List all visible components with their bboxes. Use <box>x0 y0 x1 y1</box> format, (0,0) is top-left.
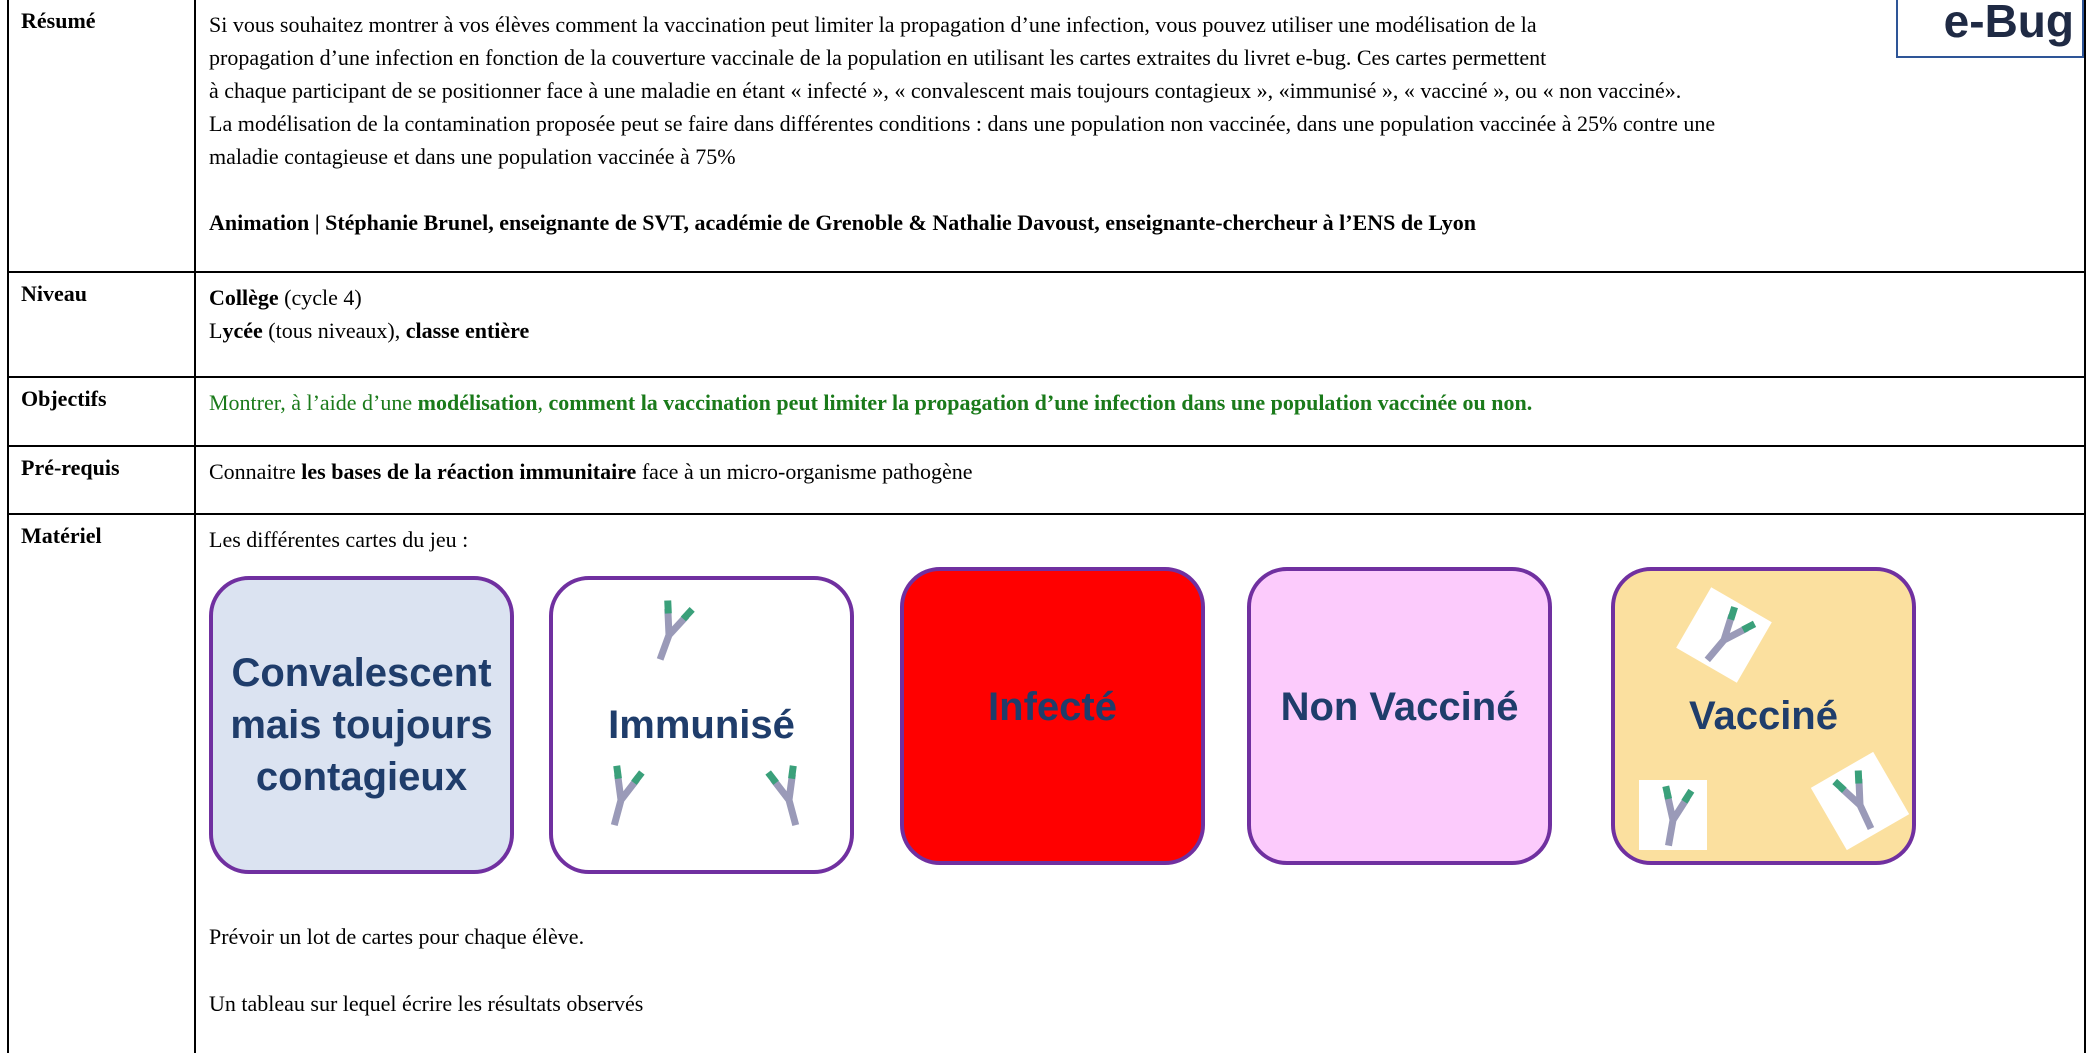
row-label: Résumé <box>21 8 96 33</box>
row-body: Connaitre les bases de la réaction immun… <box>209 455 973 488</box>
row-label: Objectifs <box>21 386 107 411</box>
materiel-row: Matériel Les différentes cartes du jeu :… <box>7 513 2086 1053</box>
logo-text: e-Bug <box>1943 0 2074 47</box>
row-body: Si vous souhaitez montrer à vos élèves c… <box>209 8 1715 239</box>
bold: ycée <box>222 318 263 343</box>
objectifs-row: Objectifs Montrer, à l’aide d’une modéli… <box>7 376 2086 445</box>
line: propagation d’une infection en fonction … <box>209 45 1547 70</box>
row-label: Niveau <box>21 281 87 306</box>
text: (cycle 4) <box>284 285 362 310</box>
row-body: Montrer, à l’aide d’une modélisation, co… <box>209 386 1532 419</box>
line: à chaque participant de se positionner f… <box>209 78 1682 103</box>
line: maladie contagieuse et dans une populati… <box>209 144 736 169</box>
line: Lycée (tous niveaux), classe entière <box>209 314 529 347</box>
note: Un tableau sur lequel écrire les résulta… <box>209 991 644 1016</box>
text: Connaitre <box>209 459 296 484</box>
card-label: Immunisé <box>608 703 795 747</box>
line: Si vous souhaitez montrer à vos élèves c… <box>209 12 1537 37</box>
intro: Les différentes cartes du jeu : <box>209 527 469 552</box>
text: , <box>537 390 543 415</box>
card-label: Non Vacciné <box>1280 685 1519 729</box>
bold: Collège <box>209 285 279 310</box>
row-body: Collège (cycle 4) Lycée (tous niveaux), … <box>209 281 529 347</box>
line: Collège (cycle 4) <box>209 281 529 314</box>
bold: comment la vaccination peut limiter la p… <box>548 390 1533 415</box>
card: Immunisé <box>549 576 854 874</box>
card-label: Infecté <box>988 685 1117 729</box>
card: Infecté <box>900 567 1205 865</box>
text: (tous niveaux), <box>268 318 401 343</box>
row-label: Pré-requis <box>21 455 120 480</box>
logo: e-Bug <box>1896 0 2084 58</box>
card-label: Vacciné <box>1688 694 1838 738</box>
bold: modélisation <box>417 390 538 415</box>
animation: Animation | Stéphanie Brunel, enseignant… <box>209 210 1477 235</box>
resume-row: Résumé Si vous souhaitez montrer à vos é… <box>7 0 2086 271</box>
text: L <box>209 318 223 343</box>
note: Prévoir un lot de cartes pour chaque élè… <box>209 924 585 949</box>
bold: classe entière <box>405 318 530 343</box>
bold: les bases de la réaction immunitaire <box>301 459 637 484</box>
card: Convalescent mais toujours contagieux <box>209 576 514 874</box>
line: La modélisation de la contamination prop… <box>209 111 1716 136</box>
prerequis-row: Pré-requis Connaitre les bases de la réa… <box>7 445 2086 513</box>
row-label: Matériel <box>21 523 102 548</box>
niveau-row: Niveau Collège (cycle 4) Lycée (tous niv… <box>7 271 2086 376</box>
text: face à un micro-organisme pathogène <box>641 459 973 484</box>
card: Non Vacciné <box>1247 567 1552 865</box>
card: Vacciné <box>1611 567 1916 865</box>
text: Montrer, à l’aide d’une <box>209 390 413 415</box>
